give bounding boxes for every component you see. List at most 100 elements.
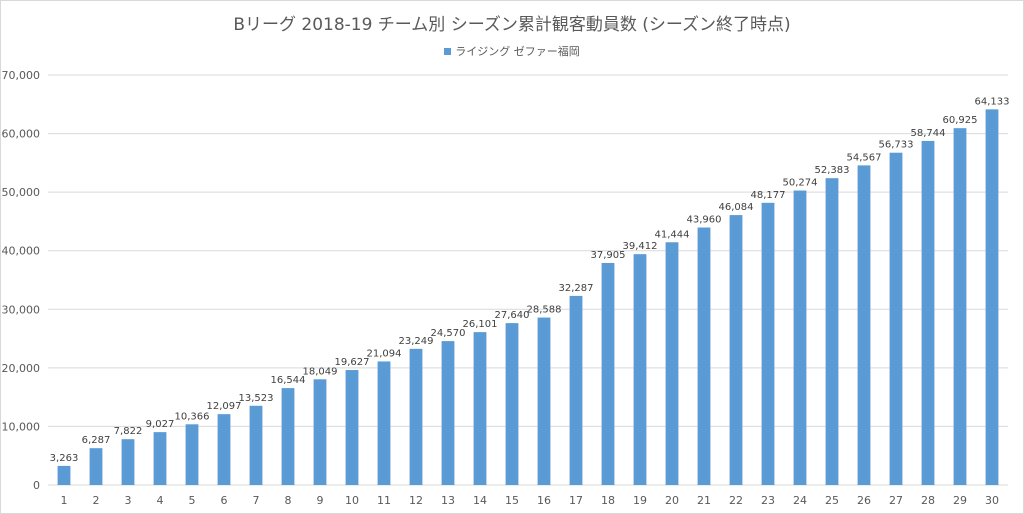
x-tick-label: 24	[793, 494, 807, 507]
data-label: 16,544	[271, 375, 306, 386]
bar	[89, 448, 103, 485]
bar	[569, 295, 583, 485]
bar	[281, 388, 295, 485]
x-tick-label: 22	[729, 494, 743, 507]
data-label: 64,133	[975, 96, 1010, 107]
data-label: 3,263	[50, 453, 79, 464]
y-tick-label: 30,000	[2, 303, 41, 316]
x-tick-label: 21	[697, 494, 711, 507]
data-label: 18,049	[303, 366, 338, 377]
data-label: 9,027	[146, 419, 175, 430]
bar	[825, 178, 839, 485]
bar	[761, 202, 775, 485]
bar	[185, 424, 199, 485]
y-tick-label: 10,000	[2, 420, 41, 433]
data-label: 52,383	[815, 165, 850, 176]
x-tick-label: 8	[285, 494, 292, 507]
x-tick-label: 9	[317, 494, 324, 507]
bar	[537, 317, 551, 485]
data-label: 43,960	[687, 215, 722, 226]
chart-title: Bリーグ 2018-19 チーム別 シーズン累計観客動員数 (シーズン終了時点)	[233, 15, 791, 35]
data-label: 32,287	[559, 283, 594, 294]
x-tick-label: 6	[221, 494, 228, 507]
bar	[441, 341, 455, 485]
x-tick-label: 27	[889, 494, 903, 507]
bar	[505, 323, 519, 485]
data-label: 50,274	[783, 178, 818, 189]
legend-swatch	[444, 47, 452, 55]
x-tick-label: 19	[633, 494, 647, 507]
y-tick-label: 40,000	[2, 245, 41, 258]
data-label: 12,097	[207, 401, 242, 412]
legend: ライジング ゼファー福岡	[0, 43, 1024, 59]
data-label: 19,627	[335, 357, 370, 368]
data-label: 26,101	[463, 319, 498, 330]
x-tick-label: 2	[93, 494, 100, 507]
bar	[697, 227, 711, 485]
x-tick-label: 28	[921, 494, 935, 507]
bar	[857, 165, 871, 485]
data-label: 10,366	[175, 411, 210, 422]
x-tick-label: 14	[473, 494, 487, 507]
x-tick-label: 23	[761, 494, 775, 507]
bar	[985, 109, 999, 485]
bar	[377, 361, 391, 485]
x-tick-label: 16	[537, 494, 551, 507]
bar	[793, 190, 807, 485]
data-label: 46,084	[719, 202, 754, 213]
bar	[633, 254, 647, 485]
y-tick-label: 20,000	[2, 362, 41, 375]
x-tick-label: 18	[601, 494, 615, 507]
x-tick-label: 26	[857, 494, 871, 507]
x-tick-label: 25	[825, 494, 839, 507]
x-tick-label: 4	[157, 494, 164, 507]
y-tick-label: 0	[33, 479, 40, 492]
x-tick-label: 3	[125, 494, 132, 507]
data-label: 54,567	[847, 152, 882, 163]
data-label: 7,822	[114, 426, 143, 437]
x-tick-label: 7	[253, 494, 260, 507]
x-tick-label: 10	[345, 494, 359, 507]
x-tick-label: 30	[985, 494, 999, 507]
x-tick-label: 11	[377, 494, 391, 507]
bar	[121, 439, 135, 485]
bar	[473, 332, 487, 485]
data-label: 56,733	[879, 140, 914, 151]
x-tick-label: 5	[189, 494, 196, 507]
bar	[889, 152, 903, 485]
data-label: 39,412	[623, 241, 658, 252]
legend-label: ライジング ゼファー福岡	[455, 45, 580, 58]
y-tick-label: 70,000	[2, 69, 41, 82]
bar	[953, 128, 967, 485]
y-tick-label: 50,000	[2, 186, 41, 199]
data-label: 27,640	[495, 310, 530, 321]
data-label: 23,249	[399, 336, 434, 347]
data-label: 24,570	[431, 328, 466, 339]
bar	[729, 215, 743, 486]
bar	[409, 348, 423, 485]
bar	[153, 432, 167, 485]
data-label: 60,925	[943, 115, 978, 126]
x-tick-label: 15	[505, 494, 519, 507]
x-tick-label: 20	[665, 494, 679, 507]
x-tick-label: 17	[569, 494, 583, 507]
x-tick-label: 29	[953, 494, 967, 507]
bar	[921, 140, 935, 486]
data-label: 6,287	[82, 435, 111, 446]
data-label: 58,744	[911, 128, 946, 139]
data-label: 37,905	[591, 250, 626, 261]
bar	[345, 370, 359, 485]
data-label: 28,588	[527, 305, 562, 316]
bar	[665, 242, 679, 485]
bar	[249, 405, 263, 485]
data-label: 48,177	[751, 190, 786, 201]
bar	[217, 414, 231, 485]
bar	[601, 262, 615, 485]
x-tick-label: 1	[61, 494, 68, 507]
data-label: 41,444	[655, 229, 690, 240]
y-tick-label: 60,000	[2, 128, 41, 141]
data-label: 21,094	[367, 348, 402, 359]
bar	[313, 379, 327, 485]
x-tick-label: 12	[409, 494, 423, 507]
